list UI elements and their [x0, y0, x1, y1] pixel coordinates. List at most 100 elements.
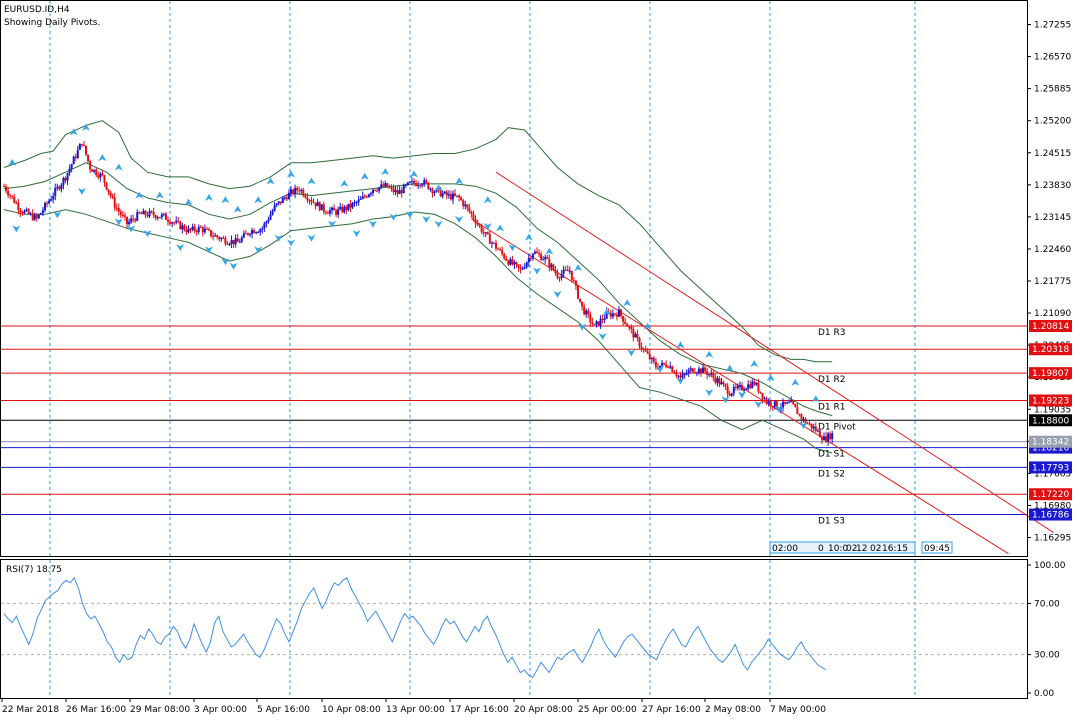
candle-body [404, 184, 407, 186]
price-tick-label: 1.25200 [1034, 117, 1071, 127]
candle-body [482, 232, 485, 234]
candle-body [624, 321, 627, 324]
fractal-up-arrow [410, 170, 418, 178]
candle-body [232, 239, 235, 245]
time-tick-label: 7 May 00:00 [770, 705, 826, 715]
candle-body [691, 368, 694, 372]
candle-body [353, 202, 356, 204]
candle-body [287, 192, 290, 200]
candle-body [519, 267, 522, 270]
candle-body [501, 249, 504, 254]
candle-body [398, 190, 401, 195]
candle-body [337, 209, 340, 215]
fractal-up-arrow [254, 196, 263, 204]
candle-body [480, 225, 483, 233]
candle-body [511, 259, 514, 265]
candle-body [562, 269, 565, 274]
candle-body [382, 184, 385, 187]
candle-body [521, 268, 524, 270]
candle-body [673, 371, 676, 374]
fractal-down-arrow [229, 262, 238, 270]
candle-body [540, 254, 543, 260]
fractal-up-arrow [184, 198, 193, 206]
candle-body [374, 189, 377, 191]
candle-body [449, 193, 452, 200]
candle-body [570, 270, 573, 280]
channel-upper [495, 171, 1054, 534]
price-tags: 1.20814 1.20318 1.19807 1.19223 1.18800 1.182… [1029, 319, 1072, 521]
candle-body [25, 209, 28, 211]
candle-body [417, 185, 420, 187]
fractal-up-arrow [221, 196, 230, 204]
candle-body [314, 202, 317, 207]
candle-body [626, 323, 629, 327]
candle-body [564, 269, 567, 271]
candle-body [238, 241, 241, 243]
candle-body [345, 206, 348, 210]
time-box-label: 12 [856, 544, 867, 554]
candle-body [294, 187, 297, 195]
candle-body [427, 182, 430, 190]
candle-body [710, 373, 713, 375]
candle-body [579, 298, 582, 302]
fractal-up-arrow [766, 374, 775, 382]
candle-body [285, 197, 288, 200]
bollinger-lower [3, 209, 833, 454]
candle-body [495, 242, 497, 249]
fractal-down-arrow [53, 211, 62, 219]
candle-body [638, 338, 641, 347]
fractal-down-arrow [676, 377, 685, 385]
candle-body [164, 213, 167, 220]
candle-body [349, 203, 352, 208]
candle-body [72, 156, 75, 165]
candle-body [615, 314, 618, 317]
candle-body [513, 262, 516, 265]
candle-body [277, 201, 280, 204]
fractal-down-arrow [754, 400, 763, 408]
candle-body [554, 270, 557, 273]
fractal-up-arrow [602, 308, 611, 316]
candle-body [89, 161, 92, 170]
candle-body [683, 373, 686, 375]
candle-body [82, 144, 85, 146]
candle-body [167, 219, 169, 222]
price-tag-text: 1.20318 [1032, 345, 1069, 355]
fractal-up-arrow [287, 170, 295, 178]
candle-body [132, 218, 135, 220]
candle-body [154, 215, 157, 219]
candle-body [468, 207, 471, 212]
pivot-subtitle: Showing Daily Pivots. [4, 18, 100, 28]
price-tick-label: 1.22460 [1034, 245, 1071, 255]
price-tick-label: 1.19035 [1034, 405, 1071, 415]
fractal-up-arrow [545, 247, 554, 255]
candle-body [236, 238, 239, 242]
fractal-down-arrow [656, 365, 664, 373]
candle-body [812, 426, 815, 429]
candle-body [749, 384, 752, 388]
candle-body [751, 381, 754, 388]
candle-body [820, 437, 823, 441]
candle-body [214, 235, 217, 237]
candle-body [566, 269, 569, 272]
candle-body [197, 226, 200, 232]
candle-body [507, 260, 510, 265]
candle-body [577, 285, 579, 299]
fractal-down-arrow [434, 220, 443, 228]
candle-body [474, 218, 477, 224]
candle-body [413, 180, 415, 184]
candle-body [492, 242, 495, 244]
candle-body [396, 190, 399, 195]
candle-body [542, 259, 545, 261]
candle-body [669, 366, 672, 368]
candle-body [722, 382, 725, 385]
candle-body [218, 237, 221, 240]
fractal-down-arrow [483, 223, 492, 231]
fractal-down-arrow [721, 396, 730, 404]
candle-body [527, 257, 530, 263]
fractal-up-arrow [811, 395, 820, 403]
candle-body [757, 382, 760, 392]
candle-body [646, 351, 649, 354]
